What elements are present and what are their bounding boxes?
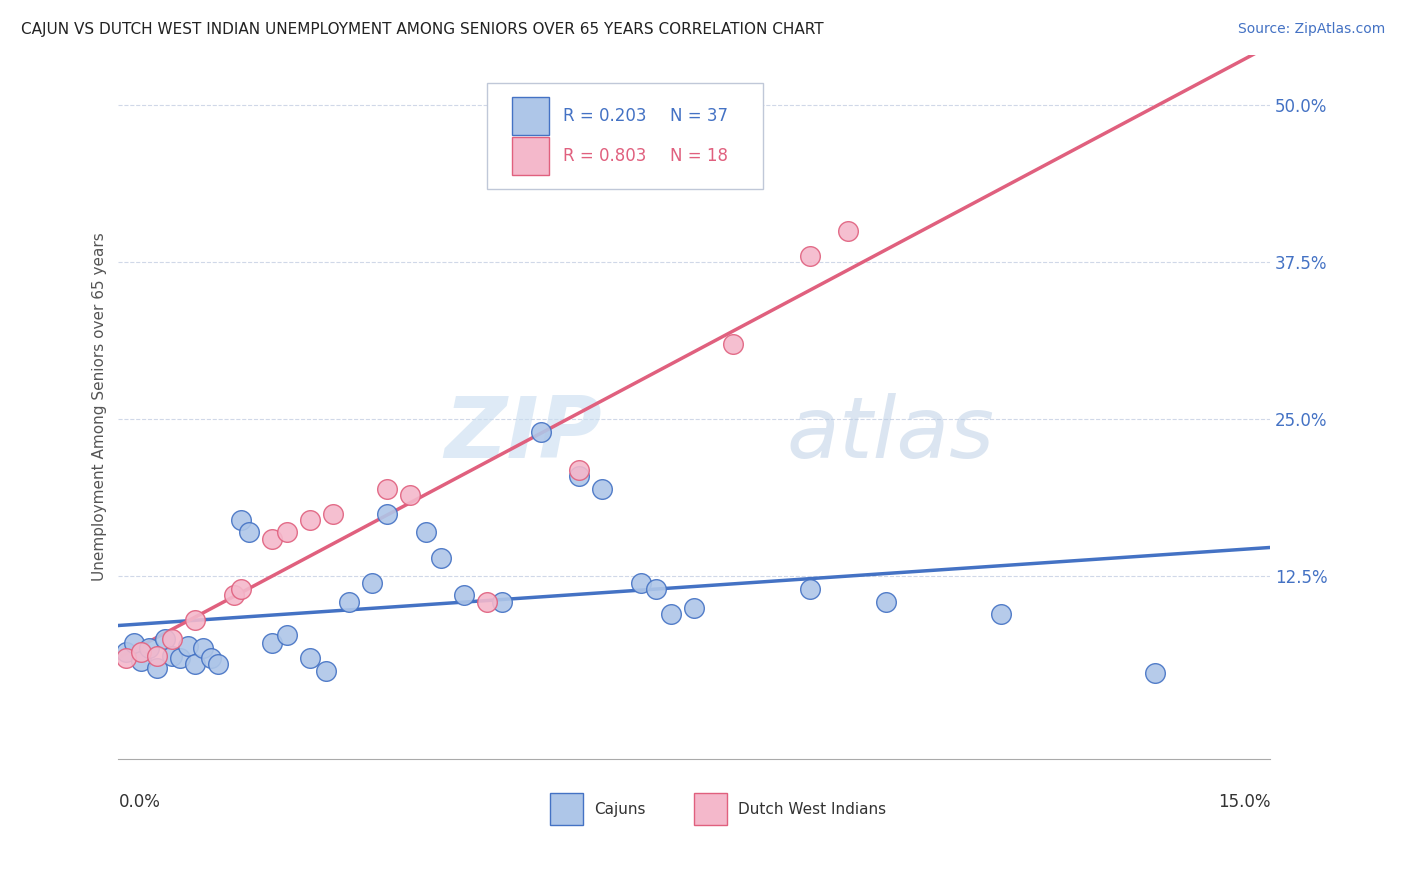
Point xyxy=(568,463,591,477)
Point xyxy=(200,651,222,665)
Point xyxy=(260,532,283,546)
Point xyxy=(591,482,613,496)
Text: Source: ZipAtlas.com: Source: ZipAtlas.com xyxy=(1237,22,1385,37)
Point xyxy=(115,645,138,659)
Bar xyxy=(512,96,550,136)
Point xyxy=(530,425,553,439)
Point xyxy=(131,654,153,668)
Point xyxy=(184,657,207,672)
Point xyxy=(399,488,422,502)
Point xyxy=(837,224,859,238)
Point xyxy=(990,607,1012,621)
Point xyxy=(260,636,283,650)
Point xyxy=(453,588,475,602)
Point xyxy=(238,525,260,540)
Point xyxy=(207,657,229,672)
Point xyxy=(875,594,897,608)
Point xyxy=(360,575,382,590)
Point xyxy=(659,607,682,621)
Point xyxy=(184,614,207,628)
Point xyxy=(153,632,176,647)
Point xyxy=(491,594,513,608)
Point xyxy=(683,600,706,615)
Text: R = 0.803: R = 0.803 xyxy=(562,147,647,165)
Point xyxy=(475,594,498,608)
Point xyxy=(169,651,191,665)
Point xyxy=(315,664,337,678)
Bar xyxy=(695,793,727,825)
FancyBboxPatch shape xyxy=(486,83,763,189)
Point xyxy=(191,640,214,655)
Point xyxy=(299,651,322,665)
Text: N = 18: N = 18 xyxy=(671,147,728,165)
Text: atlas: atlas xyxy=(786,393,994,476)
Text: 0.0%: 0.0% xyxy=(118,793,160,812)
Text: R = 0.203: R = 0.203 xyxy=(562,107,647,125)
Point xyxy=(276,628,298,642)
Text: Dutch West Indians: Dutch West Indians xyxy=(738,802,886,817)
Text: N = 37: N = 37 xyxy=(671,107,728,125)
Point xyxy=(231,513,253,527)
Point xyxy=(322,507,344,521)
Point xyxy=(146,648,169,663)
Point xyxy=(160,648,183,663)
Point xyxy=(375,507,398,521)
Text: CAJUN VS DUTCH WEST INDIAN UNEMPLOYMENT AMONG SENIORS OVER 65 YEARS CORRELATION : CAJUN VS DUTCH WEST INDIAN UNEMPLOYMENT … xyxy=(21,22,824,37)
Bar xyxy=(512,136,550,176)
Point xyxy=(176,639,198,653)
Point xyxy=(160,632,183,647)
Point xyxy=(115,651,138,665)
Text: ZIP: ZIP xyxy=(444,393,602,476)
Point xyxy=(138,640,160,655)
Text: 15.0%: 15.0% xyxy=(1218,793,1270,812)
Point xyxy=(122,636,145,650)
Point xyxy=(568,469,591,483)
Point xyxy=(721,337,744,351)
Point xyxy=(146,661,169,675)
Point xyxy=(630,575,652,590)
Point xyxy=(1144,666,1167,681)
Point xyxy=(231,582,253,596)
Point xyxy=(276,525,298,540)
Point xyxy=(799,582,821,596)
Y-axis label: Unemployment Among Seniors over 65 years: Unemployment Among Seniors over 65 years xyxy=(93,233,107,582)
Bar xyxy=(550,793,582,825)
Point xyxy=(375,482,398,496)
Point xyxy=(299,513,322,527)
Point xyxy=(222,588,245,602)
Point xyxy=(799,249,821,263)
Point xyxy=(337,594,360,608)
Point xyxy=(131,645,153,659)
Point xyxy=(415,525,437,540)
Point xyxy=(430,550,453,565)
Point xyxy=(645,582,668,596)
Text: Cajuns: Cajuns xyxy=(595,802,645,817)
